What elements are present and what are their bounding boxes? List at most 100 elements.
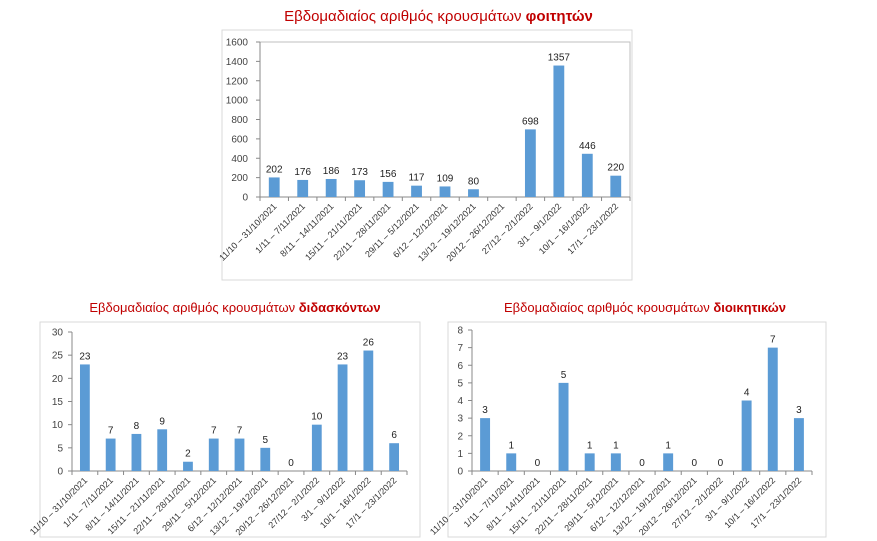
bar bbox=[480, 418, 491, 471]
bar bbox=[411, 185, 422, 197]
y-tick-label: 0 bbox=[242, 193, 248, 204]
bar bbox=[468, 189, 479, 197]
bar bbox=[268, 177, 280, 197]
data-label: 3 bbox=[482, 405, 488, 416]
y-tick-label: 25 bbox=[52, 351, 64, 362]
bar bbox=[584, 453, 595, 471]
chart-frame bbox=[447, 321, 827, 538]
data-label: 7 bbox=[108, 426, 114, 437]
data-label: 1 bbox=[508, 440, 514, 451]
y-tick-label: 5 bbox=[457, 378, 463, 389]
data-label: 7 bbox=[211, 426, 217, 437]
bar bbox=[260, 447, 271, 471]
bar bbox=[363, 350, 374, 471]
chart-frame bbox=[39, 321, 421, 538]
data-label: 176 bbox=[294, 167, 311, 178]
y-tick-label: 3 bbox=[457, 414, 463, 425]
y-tick-label: 800 bbox=[231, 115, 248, 126]
y-tick-label: 5 bbox=[57, 443, 63, 454]
data-label: 0 bbox=[718, 458, 724, 469]
data-label: 0 bbox=[692, 458, 698, 469]
y-tick-label: 1 bbox=[457, 449, 463, 460]
y-tick-label: 1600 bbox=[226, 38, 249, 49]
data-label: 109 bbox=[437, 173, 454, 184]
bar bbox=[234, 438, 245, 471]
bar bbox=[506, 453, 517, 471]
data-label: 4 bbox=[744, 388, 750, 399]
data-label: 698 bbox=[522, 116, 539, 127]
data-label: 2 bbox=[185, 449, 191, 460]
bar bbox=[382, 181, 394, 197]
y-tick-label: 400 bbox=[231, 154, 248, 165]
bar bbox=[105, 438, 116, 471]
y-tick-label: 4 bbox=[457, 396, 463, 407]
data-label: 156 bbox=[380, 169, 397, 180]
bar bbox=[311, 424, 322, 471]
chart-title-admin: Εβδομαδιαίος αριθμός κρουσμάτων διοικητι… bbox=[503, 300, 787, 315]
bar bbox=[79, 364, 90, 471]
y-tick-label: 6 bbox=[457, 361, 463, 372]
bar bbox=[439, 186, 451, 197]
y-tick-label: 1000 bbox=[226, 96, 249, 107]
data-label: 8 bbox=[134, 421, 140, 432]
data-label: 220 bbox=[607, 163, 624, 174]
bar bbox=[767, 347, 778, 471]
y-tick-label: 15 bbox=[52, 397, 64, 408]
bar bbox=[610, 175, 622, 197]
data-label: 0 bbox=[535, 458, 541, 469]
bar bbox=[131, 433, 142, 471]
y-tick-label: 30 bbox=[52, 328, 64, 339]
bar bbox=[208, 438, 219, 471]
y-tick-label: 1400 bbox=[226, 57, 249, 68]
bar bbox=[337, 364, 348, 471]
y-tick-label: 1200 bbox=[226, 76, 249, 87]
data-label: 1 bbox=[613, 440, 619, 451]
bar bbox=[354, 180, 366, 197]
data-label: 9 bbox=[159, 416, 165, 427]
bar bbox=[610, 453, 621, 471]
chart-title-teachers: Εβδομαδιαίος αριθμός κρουσμάτων διδασκόν… bbox=[89, 300, 381, 315]
data-label: 117 bbox=[409, 173, 425, 184]
y-tick-label: 200 bbox=[231, 173, 248, 184]
bar bbox=[741, 400, 752, 471]
data-label: 1 bbox=[665, 440, 671, 451]
data-label: 23 bbox=[79, 351, 91, 362]
y-tick-label: 20 bbox=[52, 374, 64, 385]
y-tick-label: 600 bbox=[231, 134, 248, 145]
data-label: 5 bbox=[561, 370, 567, 381]
data-label: 5 bbox=[262, 435, 268, 446]
data-label: 186 bbox=[323, 166, 340, 177]
data-label: 1 bbox=[587, 440, 593, 451]
bar bbox=[183, 461, 193, 471]
bar bbox=[389, 443, 400, 471]
y-tick-label: 2 bbox=[457, 431, 463, 442]
y-tick-label: 8 bbox=[457, 326, 463, 337]
data-label: 1357 bbox=[548, 53, 571, 64]
data-label: 6 bbox=[391, 430, 397, 441]
bar bbox=[325, 178, 337, 197]
bar bbox=[157, 429, 168, 471]
bar bbox=[297, 179, 309, 197]
bar bbox=[558, 382, 569, 471]
data-label: 0 bbox=[288, 458, 294, 469]
bar bbox=[524, 129, 536, 197]
data-label: 80 bbox=[468, 176, 480, 187]
bar bbox=[553, 65, 565, 198]
bar bbox=[793, 418, 804, 471]
data-label: 0 bbox=[639, 458, 645, 469]
data-label: 3 bbox=[796, 405, 802, 416]
data-label: 173 bbox=[351, 167, 368, 178]
data-label: 446 bbox=[579, 141, 596, 152]
chart-frame bbox=[221, 29, 633, 281]
data-label: 10 bbox=[311, 412, 323, 423]
bar bbox=[581, 153, 593, 197]
y-tick-label: 0 bbox=[57, 467, 63, 478]
data-label: 26 bbox=[363, 338, 375, 349]
data-label: 7 bbox=[770, 335, 776, 346]
bar bbox=[663, 453, 674, 471]
data-label: 23 bbox=[337, 351, 349, 362]
chart-title-students: Εβδομαδιαίος αριθμός κρουσμάτων φοιτητών bbox=[284, 8, 593, 25]
